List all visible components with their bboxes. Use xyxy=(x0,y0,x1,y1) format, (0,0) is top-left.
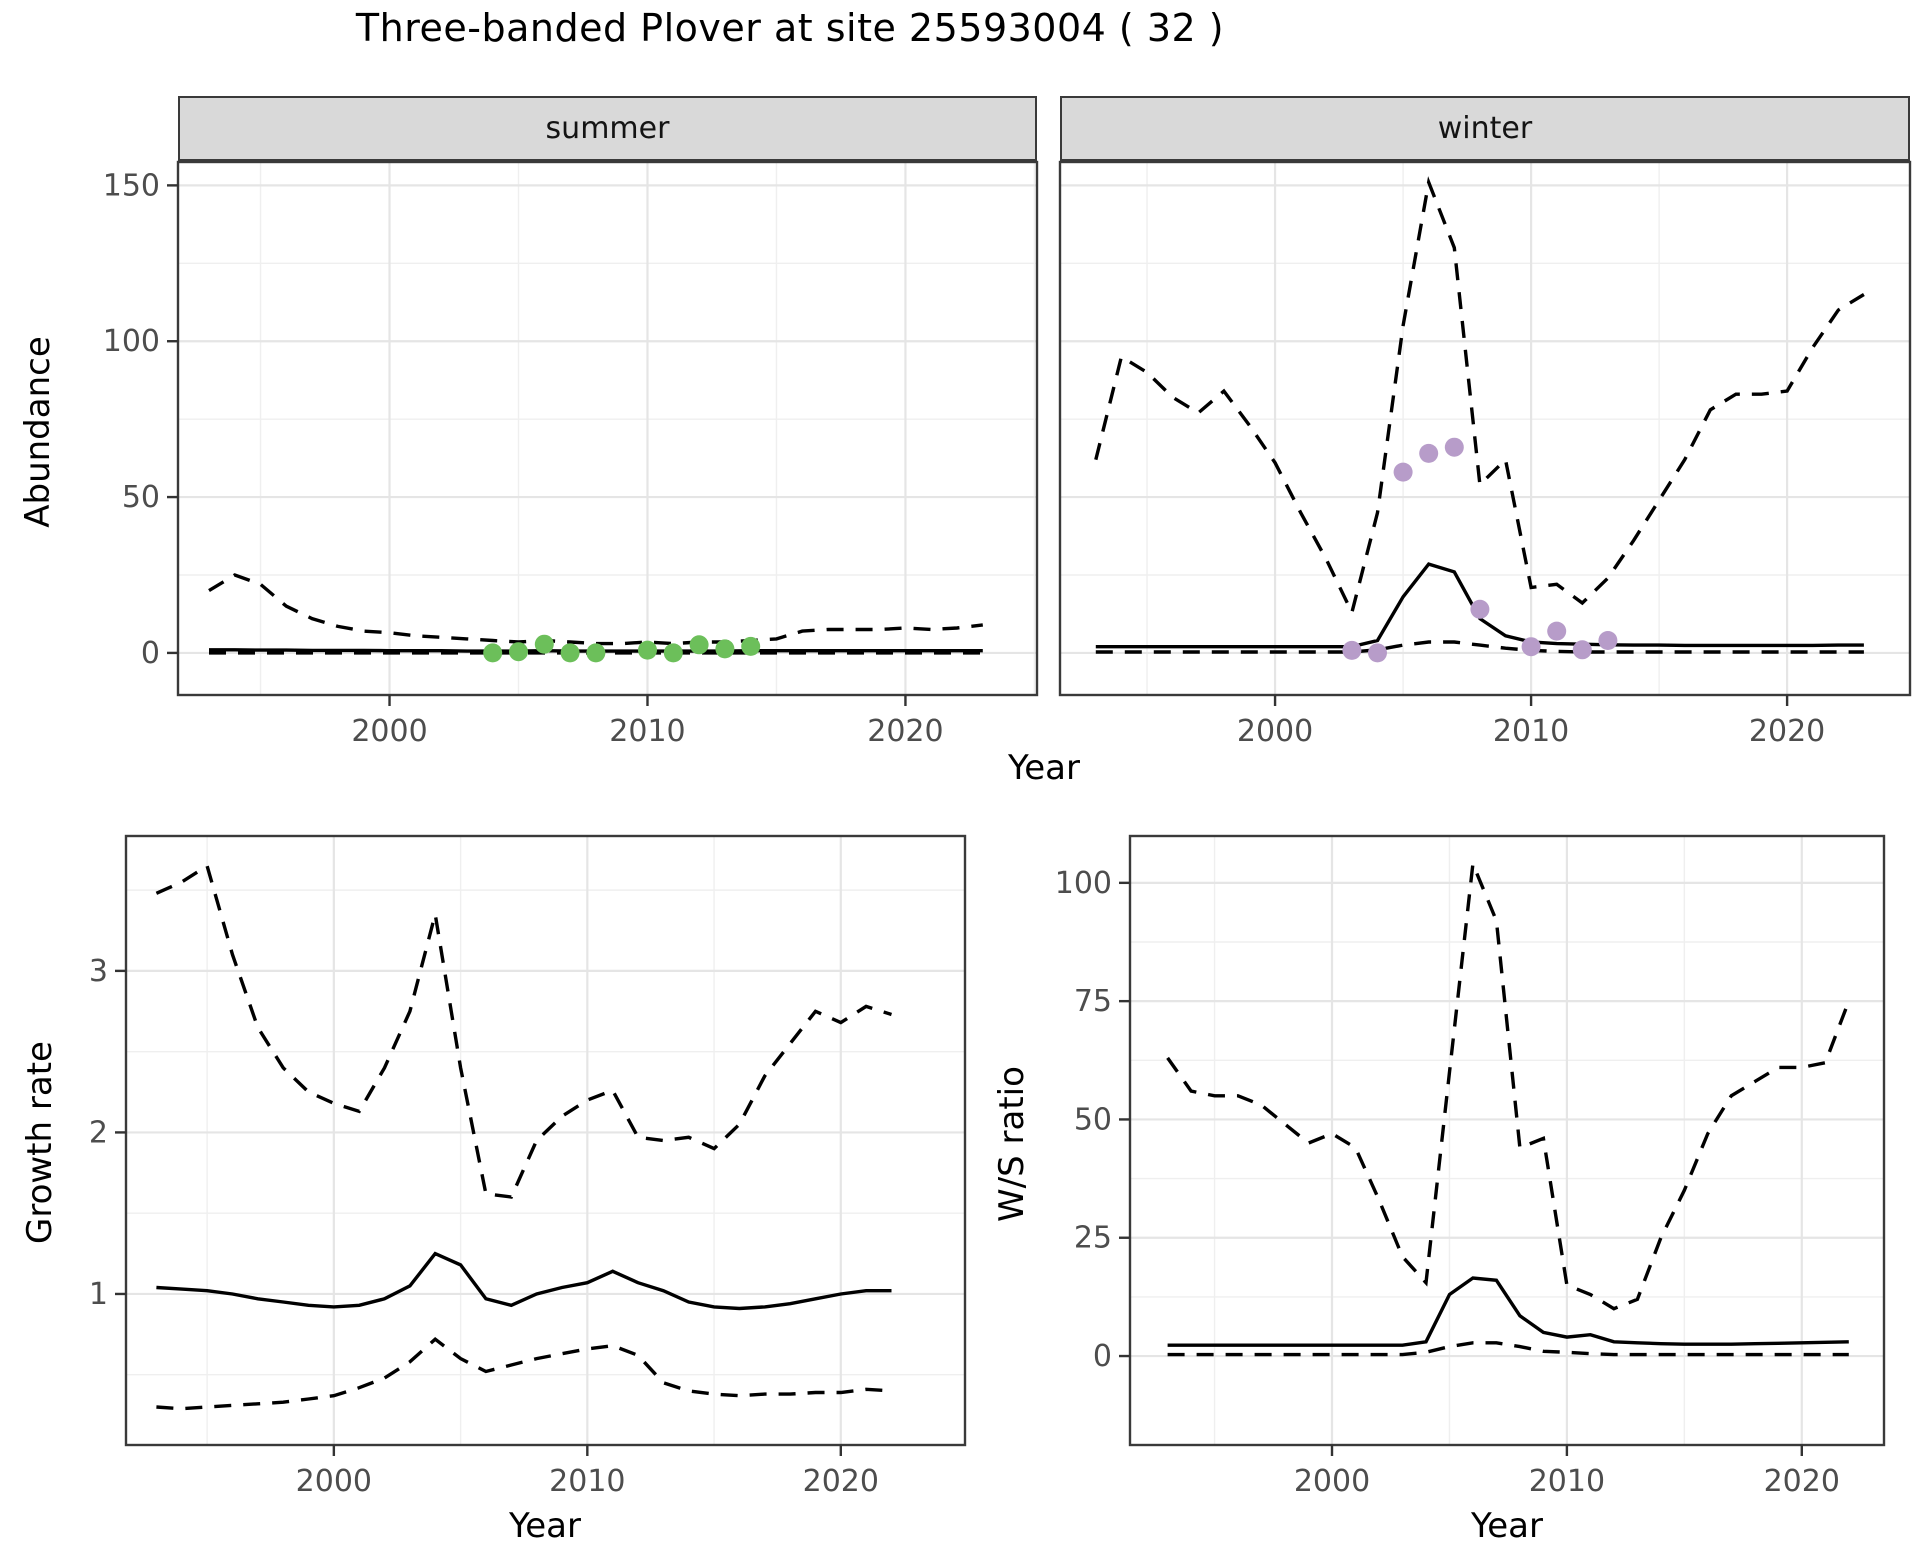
data-point xyxy=(509,642,528,662)
y-tick-label: 150 xyxy=(103,168,160,203)
panel-border xyxy=(1058,160,1912,697)
x-tick-label: 2000 xyxy=(1294,1464,1370,1499)
facet-strip-winter: winter xyxy=(1060,96,1910,162)
facet-strip-summer: summer xyxy=(178,96,1037,162)
data-point xyxy=(663,643,683,663)
data-point xyxy=(638,640,657,660)
y-tick-label: 3 xyxy=(89,954,108,989)
y-tick-label: 25 xyxy=(1074,1221,1112,1256)
chart-title: Three-banded Plover at site 25593004 ( 3… xyxy=(355,6,1225,50)
panel-background xyxy=(178,162,1037,695)
data-point xyxy=(1342,640,1362,660)
y-tick-label: 1 xyxy=(89,1277,108,1312)
gridlines xyxy=(178,162,1037,695)
data-point xyxy=(1547,621,1567,641)
upper-ci-line xyxy=(1166,863,1851,1311)
x-tick-label: 2010 xyxy=(1529,1464,1605,1499)
upper-ci-line xyxy=(155,863,893,1199)
axis-ticks: 2000 2010 2020 1 2 3 xyxy=(89,954,879,1499)
abundance-axis-title: Abundance xyxy=(18,336,58,528)
panel-border xyxy=(176,160,1039,697)
year-axis-title-top: Year xyxy=(1008,748,1080,788)
data-point xyxy=(483,643,503,663)
upper-ci-line xyxy=(1094,176,1865,618)
y-tick-label: 2 xyxy=(89,1115,108,1150)
observed-summer-counts xyxy=(483,634,761,663)
year-axis-title-bottom-right: Year xyxy=(1471,1506,1543,1546)
panel-border xyxy=(124,834,967,1447)
facet-strip-winter-label: winter xyxy=(1437,111,1533,146)
data-point xyxy=(534,634,554,654)
y-tick-label: 0 xyxy=(141,636,160,671)
data-point xyxy=(689,635,709,655)
series-lines xyxy=(1166,863,1851,1357)
gridlines xyxy=(126,836,965,1445)
data-point xyxy=(1572,640,1592,660)
data-point xyxy=(1444,437,1464,457)
median-line xyxy=(156,1251,892,1311)
panel-border xyxy=(1128,834,1886,1447)
lower-ci-line xyxy=(156,1336,892,1411)
panel-growth_rate: 2000 2010 2020 1 2 3 xyxy=(89,834,967,1499)
panel-abundance_summer: 2000 2010 2020 0 50 100 150 xyxy=(103,160,1039,749)
data-point xyxy=(715,639,735,659)
growth-rate-axis-title: Growth rate xyxy=(20,1041,60,1244)
facet-strip-summer-label: summer xyxy=(545,111,670,146)
median-line xyxy=(1167,1276,1849,1347)
x-tick-label: 2010 xyxy=(609,714,685,749)
x-tick-label: 2000 xyxy=(351,714,427,749)
data-point xyxy=(1598,631,1618,650)
lower-ci-line xyxy=(1095,640,1864,654)
x-tick-label: 2020 xyxy=(867,714,943,749)
x-tick-label: 2020 xyxy=(1749,714,1825,749)
axis-ticks: 2000 2010 2020 xyxy=(1237,695,1825,749)
panel-background xyxy=(1130,836,1884,1445)
x-tick-label: 2000 xyxy=(296,1464,372,1499)
x-tick-label: 2010 xyxy=(549,1464,625,1499)
data-point xyxy=(1521,637,1541,657)
panel-ws_ratio: 2000 2010 2020 0 25 50 75 100 xyxy=(1055,834,1886,1499)
y-tick-label: 100 xyxy=(1055,866,1112,901)
ws-ratio-axis-title: W/S ratio xyxy=(992,1066,1032,1222)
axis-ticks: 2000 2010 2020 0 25 50 75 100 xyxy=(1055,866,1840,1499)
panel-background xyxy=(126,836,965,1445)
x-tick-label: 2000 xyxy=(1237,714,1313,749)
data-point xyxy=(586,643,606,663)
y-tick-label: 50 xyxy=(122,480,160,515)
y-tick-label: 50 xyxy=(1074,1102,1112,1137)
x-tick-label: 2020 xyxy=(803,1464,879,1499)
upper-ci-line xyxy=(208,573,984,646)
data-point xyxy=(1419,443,1439,463)
axis-ticks: 2000 2010 2020 0 50 100 150 xyxy=(103,168,944,749)
year-axis-title-bottom-left: Year xyxy=(509,1506,581,1546)
series-lines xyxy=(155,863,893,1411)
x-tick-label: 2020 xyxy=(1764,1464,1840,1499)
data-point xyxy=(1470,599,1490,619)
x-tick-label: 2010 xyxy=(1493,714,1569,749)
data-point xyxy=(1368,643,1387,663)
data-point xyxy=(560,643,580,663)
y-tick-label: 0 xyxy=(1093,1339,1112,1374)
panel-abundance_winter: 2000 2010 2020 xyxy=(1058,160,1912,749)
y-tick-label: 75 xyxy=(1074,984,1112,1019)
data-point xyxy=(741,636,761,656)
observed-winter-counts xyxy=(1342,437,1618,663)
y-tick-label: 100 xyxy=(103,324,160,359)
data-point xyxy=(1393,462,1413,482)
